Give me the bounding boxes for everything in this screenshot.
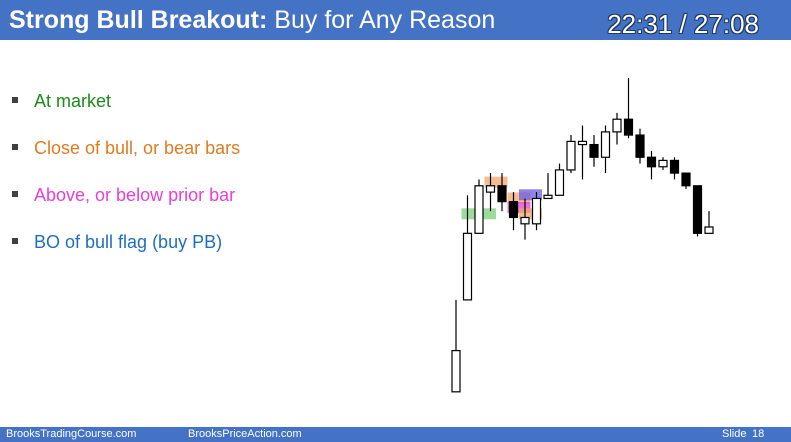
candle-10 [554,163,565,196]
footer-course-link: BrooksTradingCourse.com [6,428,137,440]
candle-body [646,156,657,168]
candle-20 [669,157,680,180]
slide-footer: BrooksTradingCourse.com BrooksPriceActio… [0,427,791,442]
candle-body [612,118,622,133]
candle-5 [497,173,507,212]
bullet-square-icon [12,238,18,244]
candle-4 [485,173,496,212]
candle-body [531,197,542,225]
footer-slide-label: Slide [722,428,747,440]
candle-14 [600,125,611,174]
candle-3 [474,179,484,234]
candle-17 [635,128,645,164]
candle-6 [508,192,519,231]
bullet-text: At market [34,91,112,111]
highlight-marker [519,189,542,201]
slide-title-strong: Strong Bull Breakout: [9,6,268,34]
candle-21 [681,172,691,189]
candle-body [520,216,530,225]
candle-2 [462,195,473,301]
video-timer: 22:31 / 27:08 [607,9,759,39]
slide-title-rest: Buy for Any Reason [274,6,496,34]
candle-body [554,169,565,196]
slide-header: Strong Bull Breakout: Buy for Any Reason… [0,0,791,40]
candle-body [566,140,576,171]
bullet-square-icon [12,97,18,103]
candle-9 [543,173,553,200]
highlight-marker [507,201,531,213]
candle-body [508,201,519,219]
candle-body [589,143,599,158]
candle-1 [451,299,461,393]
candle-body [497,185,507,203]
highlight-marker [519,208,542,220]
candle-body [635,134,645,158]
candle-body [623,118,634,136]
candle-16 [623,78,634,139]
candle-body [543,194,553,200]
highlight-marker [484,176,508,188]
candle-11 [566,135,576,174]
bullet-square-icon [12,144,18,150]
candle-8 [531,192,542,231]
candle-23 [704,211,714,234]
footer-slide-number: 18 [752,428,765,440]
candle-13 [589,135,599,167]
footer-site-link: BrooksPriceAction.com [188,428,302,440]
bullet-square-icon [12,191,18,197]
candle-12 [577,125,588,180]
bullet-text: Close of bull, or bear bars [34,138,241,158]
candle-body [681,172,691,187]
candle-18 [646,150,657,180]
candle-body [600,131,611,158]
candle-body [669,159,680,174]
candle-7 [520,198,530,240]
candle-body [451,350,461,393]
candle-body [577,140,588,146]
slide-title: Strong Bull Breakout: Buy for Any Reason [9,4,495,36]
candle-body [462,232,473,301]
candle-body [485,185,496,193]
candle-15 [612,112,622,145]
candle-body [692,185,703,234]
candle-body [704,226,714,234]
candle-body [658,159,668,168]
bullet-text: Above, or below prior bar [34,185,236,205]
candlestick-chart [451,78,714,393]
candle-body [474,185,484,234]
bullet-text: BO of bull flag (buy PB) [34,232,223,252]
candle-19 [658,157,668,170]
candle-22 [692,185,703,237]
